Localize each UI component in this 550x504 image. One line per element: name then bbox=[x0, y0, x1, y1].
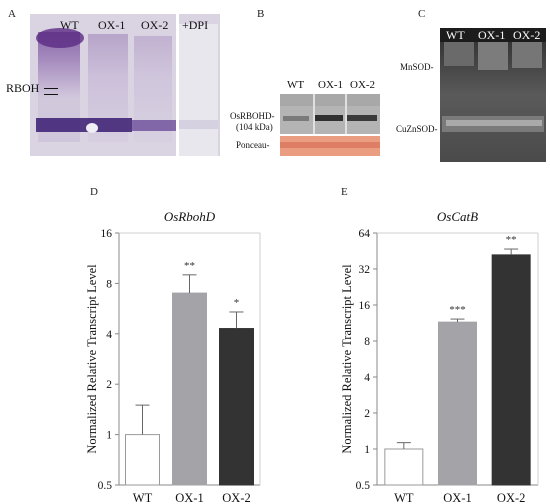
x-tick-label: OX-2 bbox=[497, 491, 525, 504]
panel-c-mnsod-label: MnSOD- bbox=[400, 62, 434, 72]
bar-ox-2 bbox=[219, 328, 254, 486]
panel-a-rboh-label: RBOH bbox=[6, 81, 40, 95]
panel-a-gel-image bbox=[30, 14, 220, 156]
y-tick-label: 32 bbox=[359, 264, 371, 276]
chart-title: OsCatB bbox=[437, 209, 478, 224]
panel-c-gel bbox=[440, 28, 546, 162]
panel-c-letter: C bbox=[418, 8, 426, 20]
panel-c-lane-wt: WT bbox=[446, 28, 465, 42]
panel-c-cuznsod-label: CuZnSOD- bbox=[396, 124, 438, 134]
panel-b-protein-size: (104 kDa) bbox=[236, 122, 273, 132]
panel-a-lane-wt: WT bbox=[60, 18, 79, 32]
panel-c-lane-ox1: OX-1 bbox=[478, 28, 506, 42]
y-tick-label: 0.5 bbox=[98, 480, 113, 492]
x-tick-label: WT bbox=[133, 491, 153, 504]
y-tick-label: 16 bbox=[101, 228, 113, 240]
panel-a-lane-ox2: OX-2 bbox=[141, 18, 169, 32]
panel-c-gel-image bbox=[440, 28, 546, 162]
panel-a-lane-ox1: OX-1 bbox=[98, 18, 126, 32]
panel-b-lane-ox2: OX-2 bbox=[350, 79, 376, 91]
y-tick-label: 64 bbox=[359, 228, 371, 240]
significance-marker: ** bbox=[184, 260, 195, 272]
chart-oscatb: OsCatB 0.5 1 2 4 8 16 32 64 Normalized Relative T… bbox=[340, 209, 539, 504]
y-tick-label: 0.5 bbox=[356, 480, 371, 492]
y-tick-label: 1 bbox=[364, 444, 370, 456]
bar-ox-1 bbox=[438, 321, 477, 486]
significance-marker: ** bbox=[506, 234, 517, 246]
panel-b-ponceau-image bbox=[280, 136, 380, 156]
significance-marker: * bbox=[234, 297, 240, 309]
panel-b-protein-label: OsRBOHD- bbox=[230, 111, 275, 121]
bar-ox-1 bbox=[172, 292, 207, 486]
y-tick-label: 2 bbox=[364, 408, 370, 420]
y-axis-label: Normalized Relative Transcript Level bbox=[85, 264, 99, 454]
bar-wt bbox=[384, 448, 424, 486]
panel-d-letter: D bbox=[90, 186, 98, 198]
panel-a-lane-dpi: +DPI bbox=[182, 18, 209, 32]
significance-marker: *** bbox=[449, 304, 466, 316]
x-tick-label: OX-2 bbox=[222, 491, 250, 504]
panel-b-lane-wt: WT bbox=[287, 79, 305, 91]
panel-b-lane-ox1: OX-1 bbox=[318, 79, 344, 91]
panel-a-gel bbox=[30, 14, 220, 156]
chart-title: OsRbohD bbox=[164, 209, 216, 224]
panel-b-western-blot bbox=[280, 94, 380, 134]
y-tick-label: 8 bbox=[364, 336, 370, 348]
y-tick-label: 2 bbox=[106, 379, 112, 391]
panel-b-ponceau-label: Ponceau- bbox=[236, 140, 270, 150]
x-tick-label: WT bbox=[394, 491, 414, 504]
x-tick-label: OX-1 bbox=[175, 491, 203, 504]
panel-b-letter: B bbox=[257, 8, 265, 20]
panel-b-ponceau-stain bbox=[280, 136, 380, 156]
y-tick-label: 16 bbox=[359, 300, 371, 312]
y-tick-label: 4 bbox=[106, 329, 112, 341]
panel-b-blot-image bbox=[280, 94, 380, 134]
y-tick-label: 8 bbox=[106, 278, 112, 290]
y-axis-label: Normalized Relative Transcript Level bbox=[340, 264, 354, 454]
panel-a-letter: A bbox=[8, 8, 16, 20]
x-tick-label: OX-1 bbox=[443, 491, 471, 504]
bar-ox-2 bbox=[491, 254, 531, 486]
chart-osrbohd: OsRbohD 0.5 1 2 4 8 16 Normalized Relative Tran… bbox=[85, 209, 261, 504]
bar-wt bbox=[125, 434, 160, 486]
panel-a-rboh-marker bbox=[44, 88, 58, 95]
panel-e-letter: E bbox=[341, 186, 348, 198]
y-tick-label: 1 bbox=[106, 430, 112, 442]
y-tick-label: 4 bbox=[364, 372, 370, 384]
panel-c-lane-ox2: OX-2 bbox=[513, 28, 541, 42]
